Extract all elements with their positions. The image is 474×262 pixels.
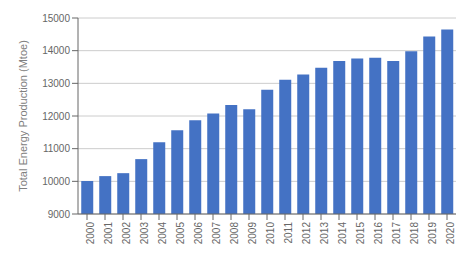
svg-text:2018: 2018 (409, 222, 420, 245)
svg-text:2004: 2004 (157, 222, 168, 245)
svg-text:2001: 2001 (103, 222, 114, 245)
svg-text:2016: 2016 (373, 222, 384, 245)
svg-text:11000: 11000 (43, 143, 71, 154)
svg-text:2005: 2005 (175, 222, 186, 245)
svg-text:12000: 12000 (42, 111, 70, 122)
svg-text:10000: 10000 (42, 176, 70, 187)
svg-text:2017: 2017 (391, 222, 402, 245)
svg-text:2009: 2009 (247, 222, 258, 245)
svg-text:2011: 2011 (283, 222, 294, 244)
svg-text:2019: 2019 (427, 222, 438, 245)
svg-text:2014: 2014 (337, 222, 348, 245)
svg-text:9000: 9000 (48, 209, 71, 220)
svg-text:2012: 2012 (301, 222, 312, 245)
svg-text:14000: 14000 (42, 45, 70, 56)
svg-text:15000: 15000 (42, 13, 70, 24)
svg-text:2000: 2000 (85, 222, 96, 245)
svg-text:2002: 2002 (121, 222, 132, 245)
svg-text:Total Energy Production (Mtoe): Total Energy Production (Mtoe) (17, 40, 29, 192)
svg-text:2003: 2003 (139, 222, 150, 245)
svg-text:2015: 2015 (355, 222, 366, 245)
svg-text:2006: 2006 (193, 222, 204, 245)
svg-text:2020: 2020 (445, 222, 456, 245)
svg-text:13000: 13000 (42, 78, 70, 89)
svg-text:2010: 2010 (265, 222, 276, 245)
svg-text:2007: 2007 (211, 222, 222, 245)
svg-text:2013: 2013 (319, 222, 330, 245)
svg-text:2008: 2008 (229, 222, 240, 245)
